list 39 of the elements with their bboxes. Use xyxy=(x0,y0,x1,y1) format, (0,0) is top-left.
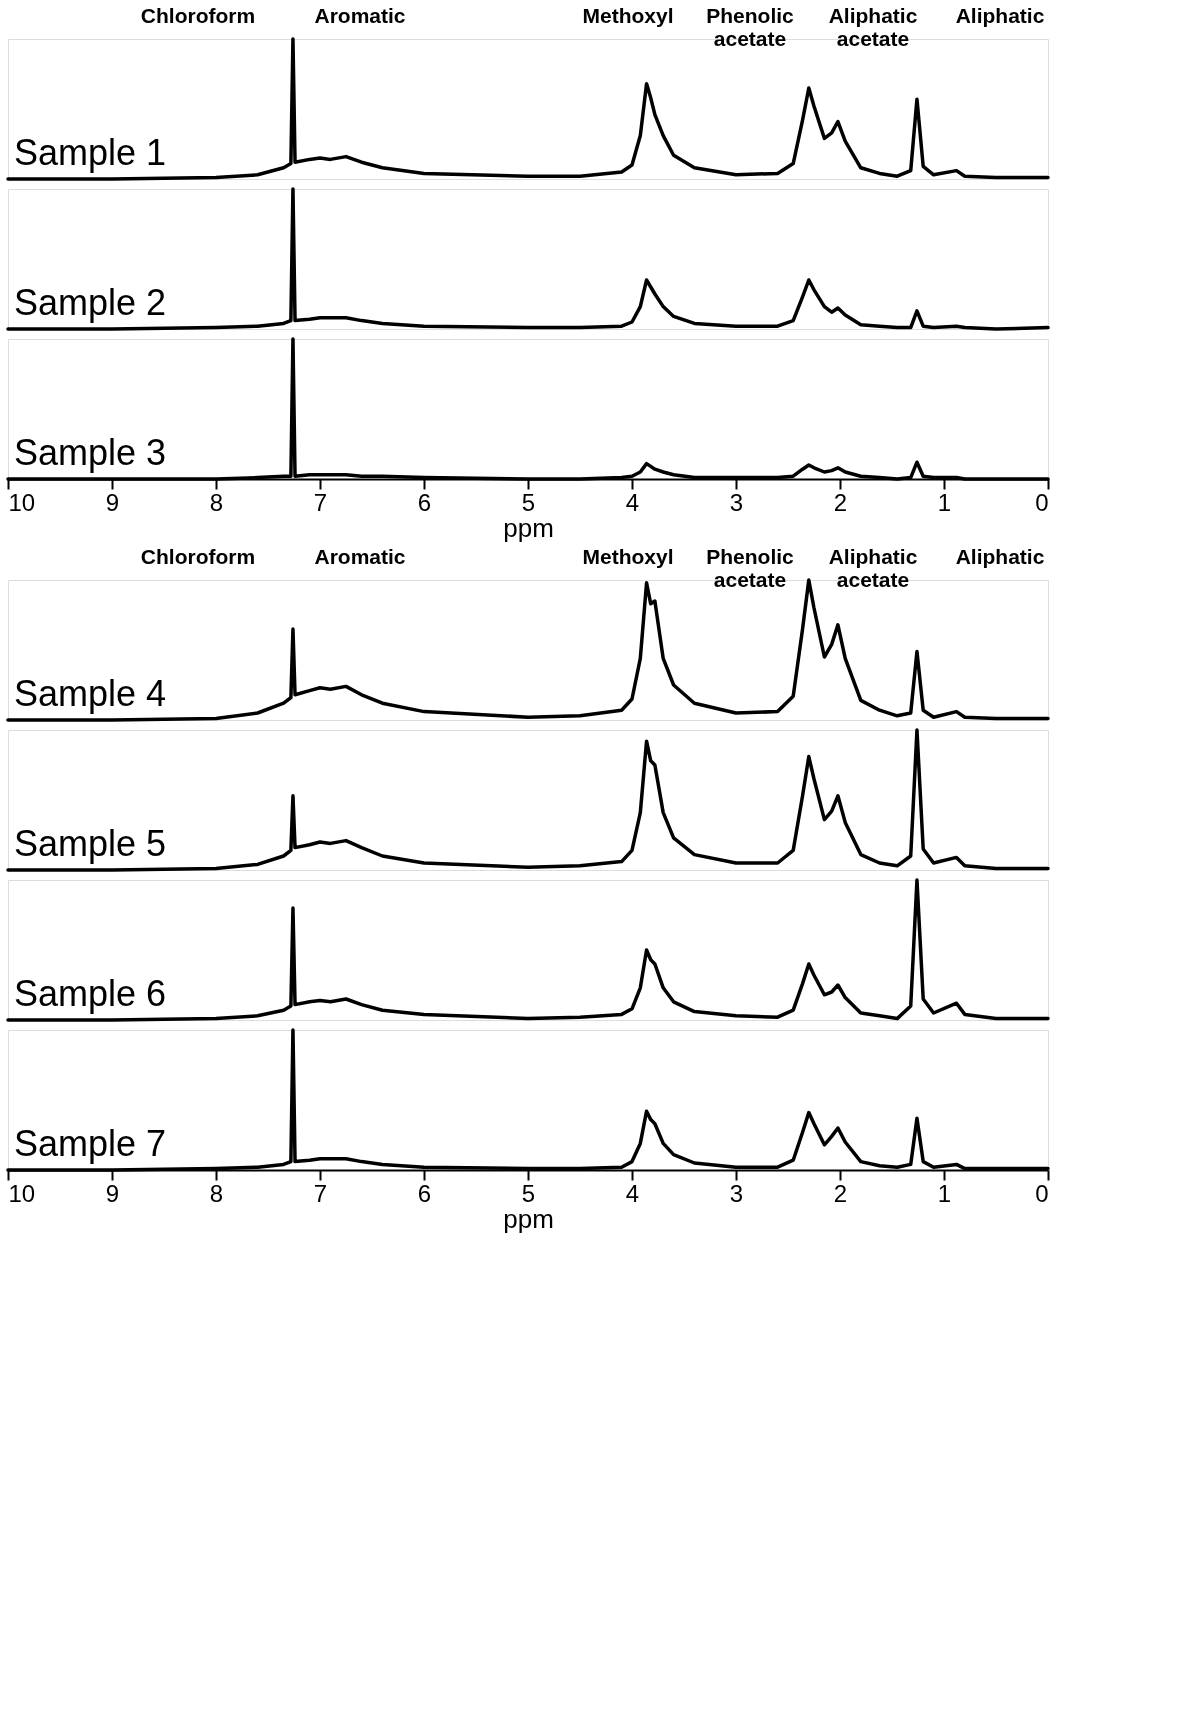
x-tick-label: 4 xyxy=(625,488,640,516)
series-label: Sample 6 xyxy=(14,973,167,1014)
x-tick-label: 2 xyxy=(833,1179,848,1207)
text: Aromatic xyxy=(314,4,406,27)
text: Methoxyl xyxy=(582,4,674,27)
annotation: Phenolic acetate xyxy=(706,4,795,50)
x-tick-label: 0 xyxy=(1035,1179,1049,1207)
x-tick-label: 1 xyxy=(937,1179,952,1207)
x-tick-label: 8 xyxy=(209,1179,224,1207)
x-tick-label: 7 xyxy=(313,488,328,516)
series-label: Sample 5 xyxy=(14,823,167,864)
annotation: Aliphatic acetate xyxy=(828,4,918,50)
text: Aliphatic xyxy=(955,545,1045,568)
x-tick-label: 3 xyxy=(729,1179,744,1207)
annotation: Aliphatic acetate xyxy=(828,545,918,591)
x-tick-label: 4 xyxy=(625,1179,640,1207)
x-tick-label: 6 xyxy=(417,1179,432,1207)
x-tick-label: 0 xyxy=(1035,488,1049,516)
x-tick-label: 1 xyxy=(937,488,952,516)
x-tick-label: 9 xyxy=(105,1179,120,1207)
x-tick-label: 6 xyxy=(417,488,432,516)
series-label: Sample 1 xyxy=(14,132,167,173)
series-label: Sample 4 xyxy=(14,673,167,714)
annotation: Phenolic acetate xyxy=(706,545,795,591)
x-tick-label: 10 xyxy=(8,488,36,516)
series-label: Sample 3 xyxy=(14,432,167,473)
x-tick-label: 2 xyxy=(833,488,848,516)
text: Aromatic xyxy=(314,545,406,568)
x-tick-label: 3 xyxy=(729,488,744,516)
x-tick-label: 9 xyxy=(105,488,120,516)
x-tick-label: 8 xyxy=(209,488,224,516)
series-label: Sample 2 xyxy=(14,282,167,323)
text: Aliphatic xyxy=(955,4,1045,27)
text: Chloroform xyxy=(140,545,256,568)
text: Chloroform xyxy=(140,4,256,27)
text: Methoxyl xyxy=(582,545,674,568)
x-tick-label: 10 xyxy=(8,1179,36,1207)
x-tick-label: 7 xyxy=(313,1179,328,1207)
series-label: Sample 7 xyxy=(14,1123,167,1164)
